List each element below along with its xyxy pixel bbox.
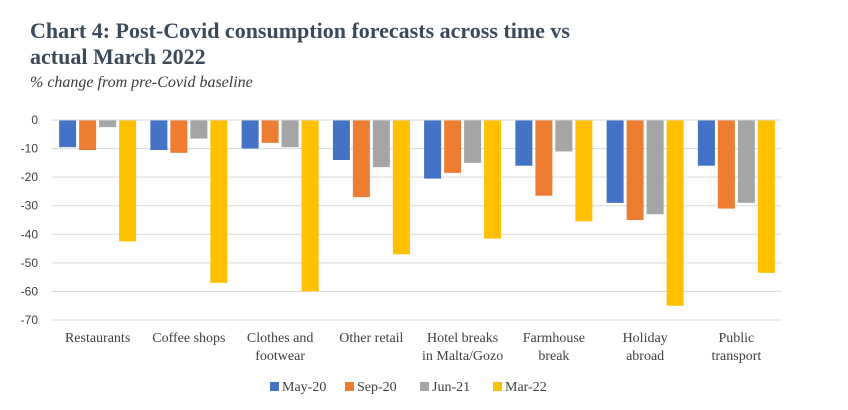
- bar: [170, 120, 188, 153]
- y-tick-label: -70: [21, 313, 39, 327]
- category-label: Coffee shops: [152, 331, 225, 346]
- bar: [99, 120, 117, 128]
- y-tick-label: -30: [21, 199, 39, 213]
- legend-label: Jun-21: [432, 380, 470, 395]
- bar: [119, 120, 137, 242]
- legend-swatch: [493, 382, 502, 391]
- bar: [737, 120, 755, 203]
- bar: [697, 120, 715, 166]
- category-label: Restaurants: [65, 331, 130, 346]
- bar: [301, 120, 319, 292]
- bar: [190, 120, 208, 139]
- y-tick-label: -20: [21, 170, 39, 184]
- bar: [59, 120, 77, 148]
- legend-swatch: [420, 382, 429, 391]
- bar: [444, 120, 462, 173]
- category-label: transport: [711, 349, 761, 364]
- bar: [372, 120, 390, 168]
- bar: [717, 120, 735, 209]
- category-label: footwear: [255, 349, 305, 364]
- legend-swatch: [345, 382, 354, 391]
- category-label: Other retail: [339, 331, 403, 346]
- category-label: Public: [718, 331, 754, 346]
- bar: [332, 120, 350, 160]
- bar: [241, 120, 259, 149]
- chart-title-line-2: actual March 2022: [30, 44, 206, 69]
- bar: [392, 120, 410, 255]
- bar: [352, 120, 370, 198]
- bar: [646, 120, 664, 215]
- bar: [281, 120, 299, 148]
- bar: [424, 120, 442, 179]
- bar: [150, 120, 168, 150]
- y-tick-label: -40: [21, 227, 39, 241]
- chart-title: Chart 4: Post-Covid consumption forecast…: [30, 18, 730, 70]
- category-label: Farmhouse: [523, 331, 585, 346]
- legend-label: Sep-20: [357, 380, 397, 395]
- bar: [626, 120, 644, 220]
- y-tick-label: -60: [21, 284, 39, 298]
- category-label: Hotel breaks: [427, 331, 498, 346]
- category-label: break: [538, 349, 569, 364]
- category-label: Clothes and: [247, 331, 314, 346]
- bar: [484, 120, 502, 239]
- bar: [515, 120, 533, 166]
- bar: [79, 120, 97, 150]
- bar: [210, 120, 228, 283]
- y-tick-label: -10: [21, 142, 39, 156]
- bar: [606, 120, 624, 203]
- category-label: Holiday: [623, 331, 668, 346]
- legend-swatch: [270, 382, 279, 391]
- chart-subtitle: % change from pre-Covid baseline: [30, 74, 253, 91]
- legend-label: Mar-22: [505, 380, 547, 395]
- bar: [261, 120, 279, 143]
- y-tick-label: 0: [31, 113, 38, 127]
- bar: [464, 120, 482, 163]
- chart-title-line-1: Chart 4: Post-Covid consumption forecast…: [30, 18, 570, 43]
- bar: [757, 120, 775, 273]
- bar: [535, 120, 553, 196]
- bar: [555, 120, 573, 152]
- legend-label: May-20: [282, 380, 326, 395]
- category-label: abroad: [626, 349, 664, 364]
- y-tick-label: -50: [21, 256, 39, 270]
- bar: [666, 120, 684, 306]
- category-label: in Malta/Gozo: [422, 349, 503, 364]
- bar: [575, 120, 593, 222]
